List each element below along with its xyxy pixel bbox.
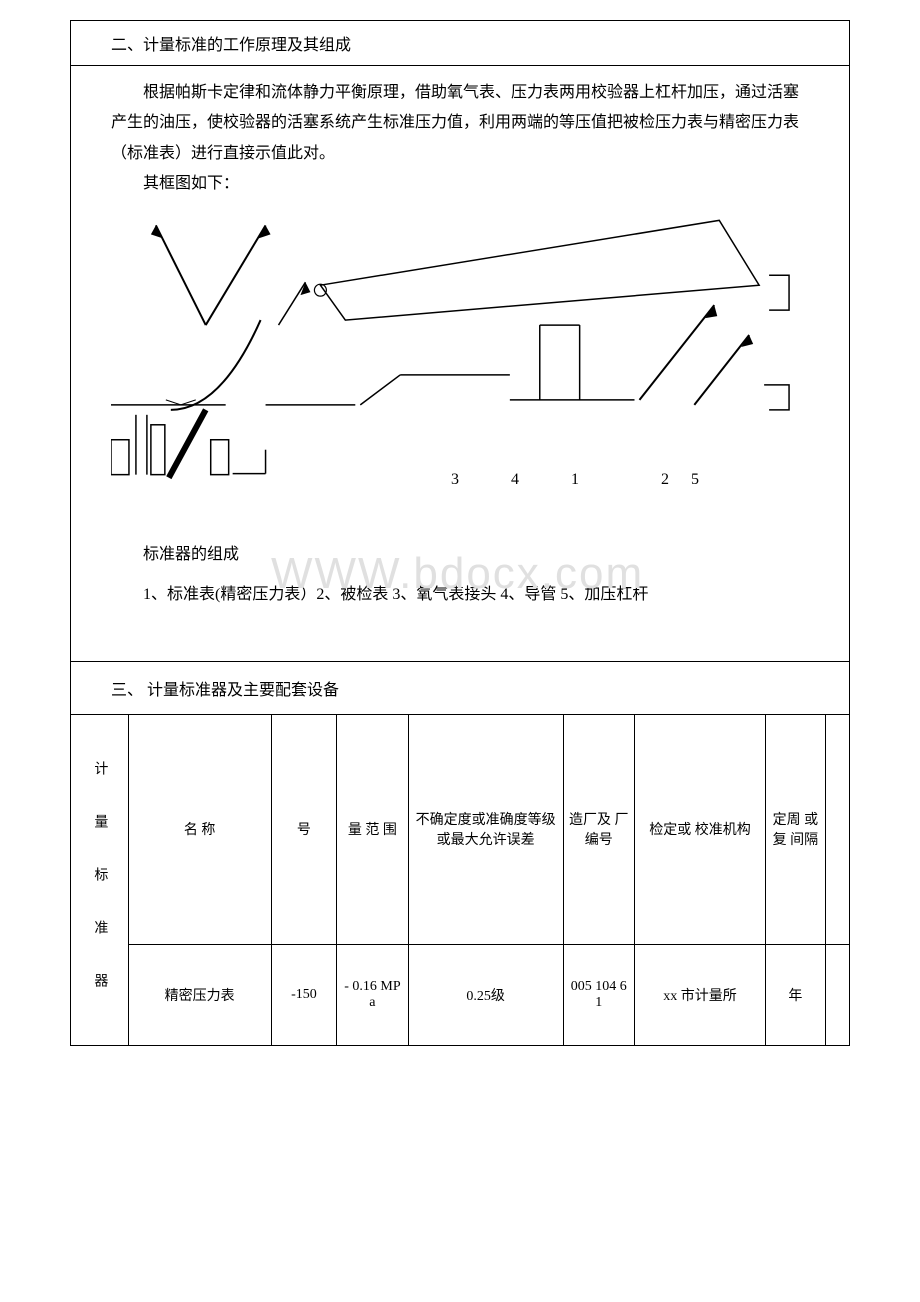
header-range: 量 范 围	[337, 715, 408, 945]
diagram-caption: 其框图如下：	[111, 169, 809, 199]
header-institution: 检定或 校准机构	[635, 715, 766, 945]
table-row: 精密压力表 -150 - 0.16 MPa 0.25级 005 104 61 x…	[71, 945, 849, 1045]
cell-range: - 0.16 MPa	[337, 945, 408, 1045]
header-uncertainty: 不确定度或准确度等级或最大允许误差	[408, 715, 563, 945]
composition-text: 1、标准表(精密压力表）2、被检表 3、氧气表接头 4、导管 5、加压杠杆	[111, 580, 809, 610]
diagram-svg	[111, 210, 809, 490]
header-name: 名 称	[128, 715, 271, 945]
cell-model: -150	[271, 945, 337, 1045]
equipment-table: 计 量 标 准 器 名 称 号 量 范 围 不确定度或准确度等级或最大允许误差 …	[71, 715, 849, 1045]
cell-period: 年	[766, 945, 826, 1045]
header-period: 定周 或复 间隔	[766, 715, 826, 945]
section-2-title: 二、计量标准的工作原理及其组成	[111, 37, 351, 54]
cell-maker: 005 104 61	[563, 945, 634, 1045]
section-2-header: 二、计量标准的工作原理及其组成	[71, 21, 849, 66]
header-maker: 造厂及 厂编号	[563, 715, 634, 945]
cell-uncertainty: 0.25级	[408, 945, 563, 1045]
table-header-row: 计 量 标 准 器 名 称 号 量 范 围 不确定度或准确度等级或最大允许误差 …	[71, 715, 849, 945]
section-3-title: 三、 计量标准器及主要配套设备	[111, 682, 339, 699]
row-group-label: 计 量 标 准 器	[71, 715, 128, 1045]
section-3-header: 三、 计量标准器及主要配套设备	[71, 661, 849, 715]
composition-block: WWW.bdocx.com 标准器的组成 1、标准表(精密压力表）2、被检表 3…	[111, 540, 809, 611]
document-container: 二、计量标准的工作原理及其组成 根据帕斯卡定律和流体静力平衡原理，借助氧气表、压…	[70, 20, 850, 1046]
diagram	[111, 210, 809, 490]
cell-extra	[825, 945, 849, 1045]
cell-institution: xx 市计量所	[635, 945, 766, 1045]
section-2-body: 根据帕斯卡定律和流体静力平衡原理，借助氧气表、压力表两用校验器上杠杆加压，通过活…	[71, 66, 849, 641]
composition-title: 标准器的组成	[111, 540, 809, 570]
header-model: 号	[271, 715, 337, 945]
cell-name: 精密压力表	[128, 945, 271, 1045]
header-extra	[825, 715, 849, 945]
section-2-paragraph: 根据帕斯卡定律和流体静力平衡原理，借助氧气表、压力表两用校验器上杠杆加压，通过活…	[111, 78, 809, 169]
